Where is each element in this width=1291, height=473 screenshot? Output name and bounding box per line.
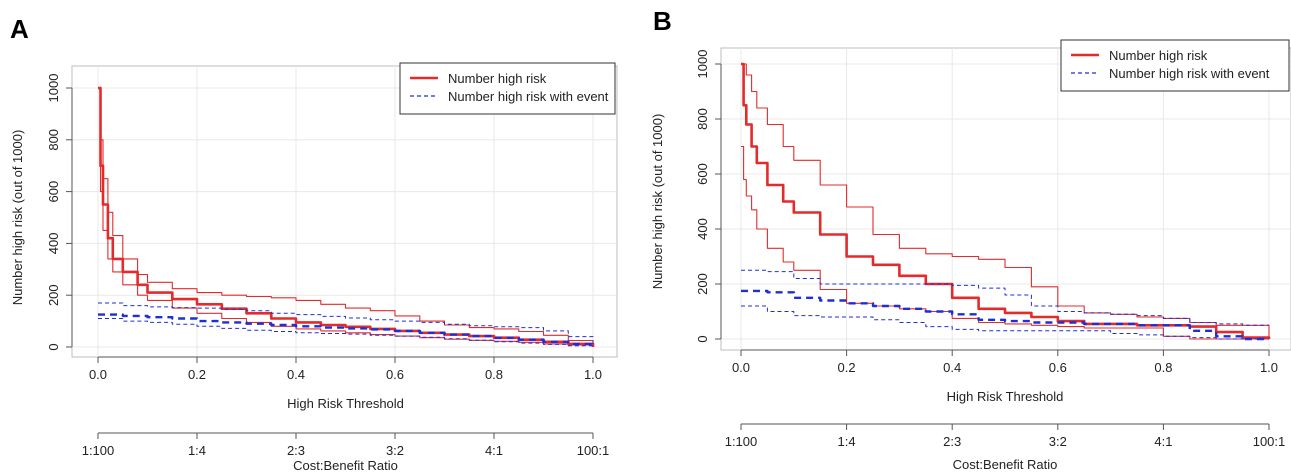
x-tick-label: 0.6 (1049, 360, 1067, 375)
y-axis-label: Number high risk (out of 1000) (650, 114, 665, 290)
y-tick-label: 600 (46, 181, 61, 203)
x-tick-label: 0.4 (287, 367, 305, 382)
cost-benefit-tick-label: 1:100 (82, 443, 115, 458)
legend-label: Number high risk with event (1109, 66, 1270, 81)
legend-box (1060, 39, 1290, 92)
series-line-0 (98, 86, 595, 347)
legend-label: Number high risk with event (448, 89, 609, 104)
y-tick-label: 0 (46, 343, 61, 350)
chart-panel-b: B 0 200 400 600 800 1000 Number high risk (out… (645, 0, 1291, 473)
legend-label: Number high risk (448, 71, 547, 86)
y-tick-label: 800 (695, 108, 710, 130)
ci-band-line-5 (741, 305, 1269, 340)
chart-panel-a: A 0 200 400 600 800 1000 Number high risk (out… (0, 0, 640, 473)
cost-benefit-tick-label: 1:100 (725, 434, 758, 449)
ci-band-line-4 (741, 269, 1269, 326)
y-tick-label: 200 (695, 273, 710, 295)
cost-benefit-tick-label: 2:3 (943, 434, 961, 449)
series-line-3 (98, 313, 595, 347)
y-axis-label: Number high risk (out of 1000) (10, 130, 25, 306)
y-tick-label: 1000 (695, 50, 710, 79)
panel-label: A (10, 14, 29, 44)
x-axis-label: High Risk Threshold (287, 396, 404, 411)
y-tick-label: 600 (695, 163, 710, 185)
cost-benefit-tick-label: 100:1 (1253, 434, 1286, 449)
ci-band-line-5 (98, 318, 594, 347)
x-tick-label: 0.2 (838, 360, 856, 375)
x-tick-label: 0.8 (485, 367, 503, 382)
y-tick-label: 0 (695, 335, 710, 342)
ci-band-line-1 (98, 87, 594, 347)
plot-frame (720, 47, 1291, 351)
cost-benefit-axis-label: Cost:Benefit Ratio (953, 457, 1058, 472)
x-tick-label: 0.0 (732, 360, 750, 375)
x-tick-label: 0.6 (386, 367, 404, 382)
x-tick-label: 0.4 (943, 360, 961, 375)
ci-band-line-2 (741, 145, 1269, 340)
chart-svg: 0 200 400 600 800 1000 Number high risk (out o… (650, 39, 1291, 472)
x-axis-label: High Risk Threshold (947, 389, 1064, 404)
cost-benefit-axis-label: Cost:Benefit Ratio (293, 458, 398, 473)
y-tick-label: 400 (695, 218, 710, 240)
y-tick-label: 200 (46, 284, 61, 306)
cost-benefit-tick-label: 4:1 (485, 443, 503, 458)
y-tick-label: 800 (46, 129, 61, 151)
panel-label: B (653, 6, 672, 36)
ci-band-line-4 (98, 302, 594, 347)
legend-box (399, 62, 616, 115)
y-tick-label: 400 (46, 233, 61, 255)
chart-svg: 0 200 400 600 800 1000 Number high risk (out o… (10, 62, 618, 473)
y-tick-label: 1000 (46, 74, 61, 103)
x-tick-label: 0.8 (1154, 360, 1172, 375)
x-tick-label: 0.2 (188, 367, 206, 382)
cost-benefit-tick-label: 4:1 (1154, 434, 1172, 449)
cost-benefit-tick-label: 100:1 (577, 443, 610, 458)
cost-benefit-tick-label: 3:2 (1049, 434, 1067, 449)
x-tick-label: 1.0 (584, 367, 602, 382)
cost-benefit-tick-label: 3:2 (386, 443, 404, 458)
x-tick-label: 1.0 (1260, 360, 1278, 375)
cost-benefit-tick-label: 1:4 (838, 434, 856, 449)
series-line-3 (741, 289, 1269, 341)
cost-benefit-tick-label: 2:3 (287, 443, 305, 458)
cost-benefit-tick-label: 1:4 (188, 443, 206, 458)
x-tick-label: 0.0 (89, 367, 107, 382)
legend-label: Number high risk (1109, 48, 1208, 63)
